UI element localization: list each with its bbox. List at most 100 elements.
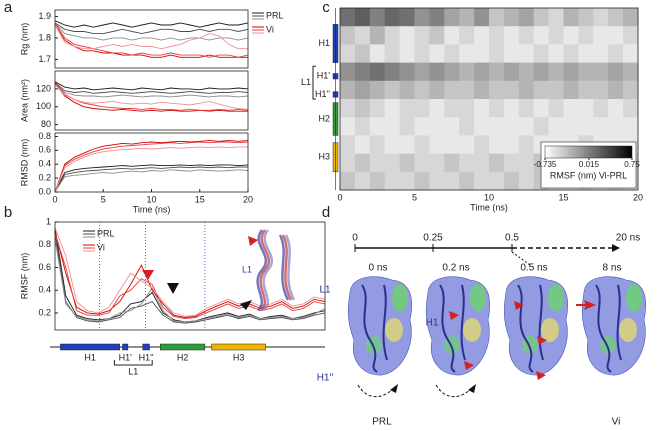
domain-bar: [211, 343, 266, 351]
x-tick-label: 10: [484, 192, 494, 202]
heatmap-cell: [399, 80, 415, 100]
heatmap-cell: [593, 8, 609, 27]
series-line: [54, 146, 248, 193]
red-arrow: [584, 300, 596, 310]
heatmap-cell: [414, 135, 430, 154]
heatmap-cell: [459, 153, 475, 173]
structure-label: L1: [319, 285, 331, 296]
heatmap-cell: [518, 117, 534, 136]
heatmap-cell: [593, 26, 609, 45]
heatmap-cell: [444, 62, 460, 82]
heatmap-cell: [503, 44, 520, 63]
protein-patch: [470, 284, 486, 312]
heatmap-cell: [340, 62, 356, 82]
heatmap-cell: [489, 117, 505, 136]
heatmap-cell: [384, 44, 400, 63]
heatmap-cell: [354, 153, 371, 173]
plot-frame: [54, 9, 249, 69]
heatmap-cell: [474, 26, 490, 45]
heatmap-cell: [384, 99, 400, 118]
inset-helix: [259, 229, 293, 311]
domain-label: H1': [317, 71, 331, 81]
heatmap-cell: [429, 26, 445, 45]
x-tick-label: 0: [337, 192, 342, 202]
heatmap-cell: [489, 171, 505, 191]
heatmap-cell: [414, 153, 430, 173]
heatmap-cell: [354, 44, 371, 63]
heatmap-cell: [429, 44, 445, 63]
red-arrowhead: [449, 311, 459, 320]
heatmap-cell: [533, 8, 549, 27]
series-line: [54, 140, 249, 193]
heatmap-cell: [399, 8, 415, 27]
protein-patch: [463, 318, 481, 342]
heatmap-cell: [578, 44, 594, 63]
series-line: [54, 20, 249, 28]
heatmap-cell: [354, 80, 371, 100]
heatmap-cell: [459, 62, 475, 82]
heatmap-cell: [369, 117, 385, 136]
heatmap-cell: [369, 171, 385, 191]
heatmap-cell: [414, 117, 430, 136]
heatmap-cell: [444, 44, 460, 63]
heatmap-cell: [474, 153, 490, 173]
heatmap-cell: [414, 171, 430, 191]
heatmap-cell: [369, 26, 385, 45]
protein-patch: [385, 318, 403, 342]
snapshot: [581, 276, 646, 376]
domain-bar: [60, 343, 121, 351]
timeline-label: 0.5: [505, 233, 519, 244]
plot-frame: [54, 221, 326, 331]
domain-bar: [122, 343, 129, 351]
heatmap-cell: [444, 8, 460, 27]
y-tick-label: 0.8: [38, 239, 51, 249]
heatmap-cell: [578, 26, 594, 45]
heatmap-cell: [489, 26, 505, 45]
heatmap-cell: [518, 62, 534, 82]
heatmap-cell: [608, 8, 624, 27]
heatmap-cell: [399, 26, 415, 45]
red-arrowhead: [248, 236, 258, 246]
y-tick-label: 0.6: [38, 145, 51, 155]
series-line: [54, 84, 249, 110]
snapshot: [503, 276, 568, 376]
heatmap-cell: [459, 80, 475, 100]
heatmap-cell: [548, 8, 564, 27]
heatmap-cell: [429, 135, 445, 154]
heatmap-cell: [548, 26, 564, 45]
panel-label: a: [4, 0, 13, 16]
heatmap-cell: [578, 80, 594, 100]
heatmap-cell: [608, 44, 624, 63]
series-line: [54, 81, 249, 91]
heatmap-cell: [533, 26, 549, 45]
domain-bar: [160, 343, 206, 351]
heatmap-cell: [384, 26, 400, 45]
heatmap-cell: [623, 80, 639, 100]
colorbar-tick-label: 0.75: [624, 160, 640, 169]
black-arrowhead: [167, 283, 179, 294]
heatmap-cell: [563, 80, 579, 100]
panel-label: b: [4, 204, 12, 221]
heatmap-cell: [340, 26, 356, 45]
heatmap-cell: [459, 171, 475, 191]
heatmap-cell: [518, 153, 534, 173]
series-line: [54, 164, 249, 193]
red-arrowhead: [142, 270, 154, 280]
heatmap-cell: [503, 80, 520, 100]
domain-bracket: [113, 360, 153, 366]
x-axis-label: Time (ns): [470, 202, 508, 212]
x-tick-label: 5: [101, 194, 106, 204]
heatmap-cell: [384, 8, 400, 27]
heatmap-cell: [444, 99, 460, 118]
heatmap-cell: [503, 62, 520, 82]
heatmap-cell: [608, 26, 624, 45]
heatmap-cell: [354, 8, 371, 27]
domain-label: H2: [177, 352, 189, 362]
snapshot-caption: PRL: [372, 417, 392, 428]
series-line: [54, 22, 249, 58]
black-arrowhead: [240, 300, 252, 310]
heatmap-cell: [354, 117, 371, 136]
timeline-label: 0: [352, 233, 358, 244]
heatmap-cell: [459, 8, 475, 27]
